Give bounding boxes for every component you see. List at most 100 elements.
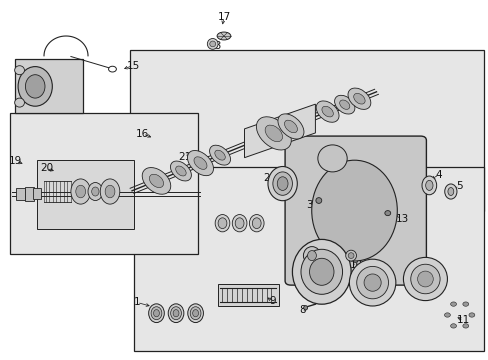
- Ellipse shape: [175, 166, 186, 176]
- Ellipse shape: [425, 180, 432, 190]
- Ellipse shape: [214, 150, 225, 160]
- Ellipse shape: [173, 310, 179, 317]
- Ellipse shape: [149, 174, 163, 188]
- Text: 16: 16: [136, 129, 149, 139]
- Text: 20: 20: [40, 163, 53, 174]
- Ellipse shape: [345, 250, 356, 261]
- Ellipse shape: [311, 160, 396, 261]
- Ellipse shape: [348, 259, 395, 306]
- Ellipse shape: [284, 120, 297, 133]
- Ellipse shape: [71, 179, 90, 204]
- Ellipse shape: [417, 271, 432, 287]
- Text: 19: 19: [9, 156, 22, 166]
- Ellipse shape: [194, 157, 206, 169]
- Ellipse shape: [151, 307, 162, 320]
- Text: 17: 17: [217, 12, 230, 22]
- Ellipse shape: [105, 185, 115, 198]
- Text: 21: 21: [178, 152, 191, 162]
- Ellipse shape: [192, 310, 198, 317]
- FancyBboxPatch shape: [285, 136, 426, 285]
- Ellipse shape: [256, 117, 291, 150]
- Circle shape: [450, 302, 456, 306]
- Ellipse shape: [168, 304, 183, 323]
- Ellipse shape: [249, 215, 264, 232]
- Ellipse shape: [215, 215, 229, 232]
- Bar: [134, 167, 483, 351]
- Ellipse shape: [142, 167, 170, 194]
- Ellipse shape: [170, 307, 181, 320]
- Bar: [16, 188, 25, 200]
- Text: 9: 9: [269, 296, 276, 306]
- Ellipse shape: [403, 257, 447, 301]
- Ellipse shape: [277, 177, 287, 190]
- Ellipse shape: [267, 166, 297, 201]
- Text: 4: 4: [435, 170, 442, 180]
- Ellipse shape: [187, 304, 203, 323]
- Polygon shape: [15, 59, 83, 113]
- Ellipse shape: [334, 95, 354, 114]
- Ellipse shape: [207, 39, 218, 49]
- Ellipse shape: [309, 258, 333, 285]
- Ellipse shape: [421, 176, 436, 195]
- Ellipse shape: [317, 145, 346, 172]
- Ellipse shape: [264, 125, 282, 142]
- Ellipse shape: [232, 215, 246, 232]
- Text: 8: 8: [298, 305, 305, 315]
- Ellipse shape: [301, 249, 342, 294]
- Ellipse shape: [187, 150, 213, 176]
- Ellipse shape: [321, 106, 333, 117]
- Circle shape: [108, 66, 116, 72]
- Bar: [33, 188, 41, 199]
- Ellipse shape: [356, 266, 387, 299]
- Polygon shape: [244, 104, 315, 158]
- Ellipse shape: [447, 188, 453, 195]
- Circle shape: [462, 302, 468, 306]
- Ellipse shape: [303, 306, 307, 310]
- Bar: [129, 50, 483, 211]
- Text: 18: 18: [208, 41, 222, 51]
- Ellipse shape: [292, 239, 350, 304]
- Ellipse shape: [25, 75, 45, 98]
- Text: 3: 3: [305, 200, 312, 210]
- Ellipse shape: [100, 179, 120, 204]
- Circle shape: [462, 324, 468, 328]
- Circle shape: [444, 313, 449, 317]
- Text: 15: 15: [126, 60, 140, 71]
- Ellipse shape: [190, 307, 201, 320]
- Text: 2: 2: [263, 173, 270, 183]
- Ellipse shape: [218, 218, 226, 229]
- Text: 13: 13: [394, 214, 408, 224]
- Text: 11: 11: [456, 315, 469, 325]
- Ellipse shape: [277, 114, 304, 139]
- Ellipse shape: [15, 98, 24, 107]
- Ellipse shape: [15, 66, 24, 75]
- Ellipse shape: [92, 187, 99, 196]
- Bar: [217, 284, 278, 306]
- Text: 10: 10: [349, 260, 362, 270]
- Text: 14: 14: [23, 92, 37, 102]
- Ellipse shape: [272, 172, 292, 195]
- Ellipse shape: [18, 67, 52, 106]
- Ellipse shape: [363, 274, 381, 291]
- Ellipse shape: [384, 211, 390, 216]
- Bar: [10, 113, 198, 254]
- Ellipse shape: [315, 198, 321, 203]
- Ellipse shape: [88, 183, 102, 201]
- Circle shape: [450, 324, 456, 328]
- Ellipse shape: [76, 185, 85, 198]
- Ellipse shape: [209, 41, 215, 47]
- Ellipse shape: [209, 145, 230, 165]
- Bar: [37, 160, 134, 229]
- Ellipse shape: [153, 310, 159, 317]
- Ellipse shape: [410, 264, 439, 294]
- Ellipse shape: [316, 101, 338, 122]
- Ellipse shape: [303, 247, 320, 265]
- Ellipse shape: [235, 218, 244, 229]
- Ellipse shape: [148, 304, 164, 323]
- Bar: [25, 187, 34, 201]
- Ellipse shape: [347, 253, 353, 258]
- Ellipse shape: [252, 218, 261, 229]
- Ellipse shape: [217, 32, 230, 40]
- Ellipse shape: [347, 88, 370, 109]
- Ellipse shape: [339, 100, 349, 109]
